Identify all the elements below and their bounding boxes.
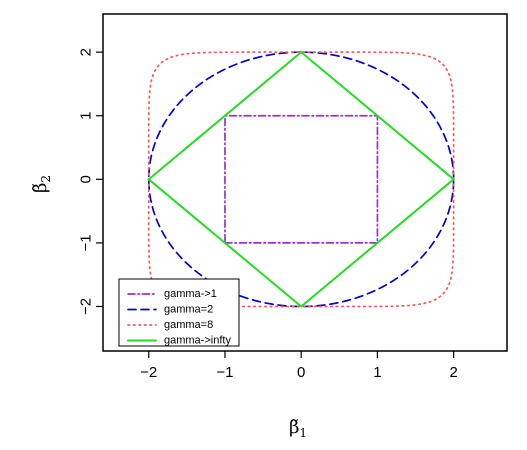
series-layer: [147, 50, 455, 308]
y-axis: −2 −1 0 1 2: [78, 48, 103, 315]
y-tick-label: 2: [78, 48, 95, 56]
series-line-0: [224, 114, 379, 244]
y-tick-label: −2: [78, 298, 95, 315]
legend-label-0: gamma->1: [164, 288, 217, 300]
legend-label-3: gamma->infty: [164, 335, 231, 347]
plot-frame: [102, 13, 508, 352]
series-line-2: [147, 51, 455, 308]
legend-box: [118, 278, 240, 347]
y-tick-label: 1: [78, 112, 95, 120]
x-tick-label: 0: [297, 364, 305, 381]
x-axis: −2 −1 0 1 2: [140, 351, 458, 381]
y-tick-label: 0: [78, 175, 95, 183]
x-axis-label: β̃1: [289, 417, 307, 440]
series-line-1: [147, 51, 455, 308]
x-tick-label: 1: [373, 364, 381, 381]
x-tick-label: −2: [140, 364, 157, 381]
y-tick-label: −1: [78, 234, 95, 251]
x-tick-label: −1: [216, 364, 233, 381]
legend-label-2: gamma=8: [164, 319, 213, 331]
x-tick-label: 2: [449, 364, 457, 381]
series-line-3: [147, 50, 455, 308]
legend: gamma->1 gamma=2 gamma=8 gamma->infty: [118, 278, 240, 347]
y-axis-label: β̃2: [30, 175, 53, 193]
legend-label-1: gamma=2: [164, 304, 213, 316]
